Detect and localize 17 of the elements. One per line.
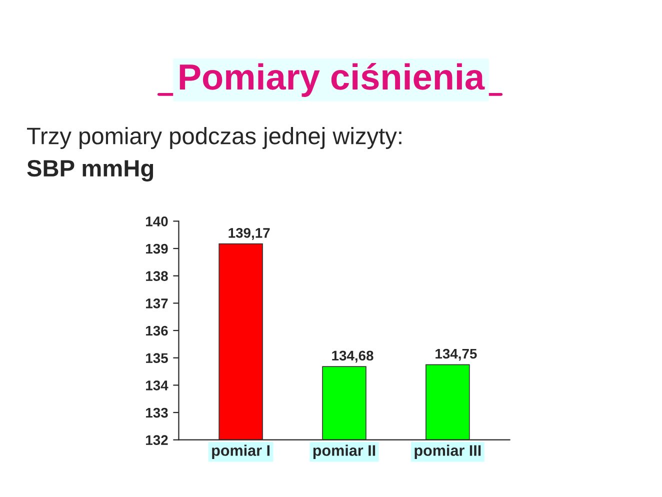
y-axis-title: SBP mmHg (27, 160, 154, 182)
y-tick-label: 134 (146, 380, 168, 390)
chart-subtitle: Trzy pomiary podczas jednej wizyty: (27, 127, 402, 150)
x-tick-label: pomiar I (212, 444, 270, 459)
y-tick-label: 138 (146, 271, 168, 282)
data-label: 134,68 (332, 350, 374, 363)
x-tick-label: pomiar III (414, 444, 481, 459)
y-tick-label: 136 (146, 326, 168, 336)
data-label: 134,75 (436, 348, 477, 361)
x-tick-label: pomiar II (313, 444, 376, 459)
y-tick-label: 139 (146, 244, 168, 254)
y-tick-label: 137 (146, 298, 168, 308)
y-tick-label: 133 (146, 408, 168, 418)
y-tick-label: 135 (146, 353, 168, 364)
y-tick-label: 140 (146, 216, 168, 226)
data-label: 139,17 (228, 228, 270, 240)
y-tick-label: 132 (146, 435, 168, 446)
